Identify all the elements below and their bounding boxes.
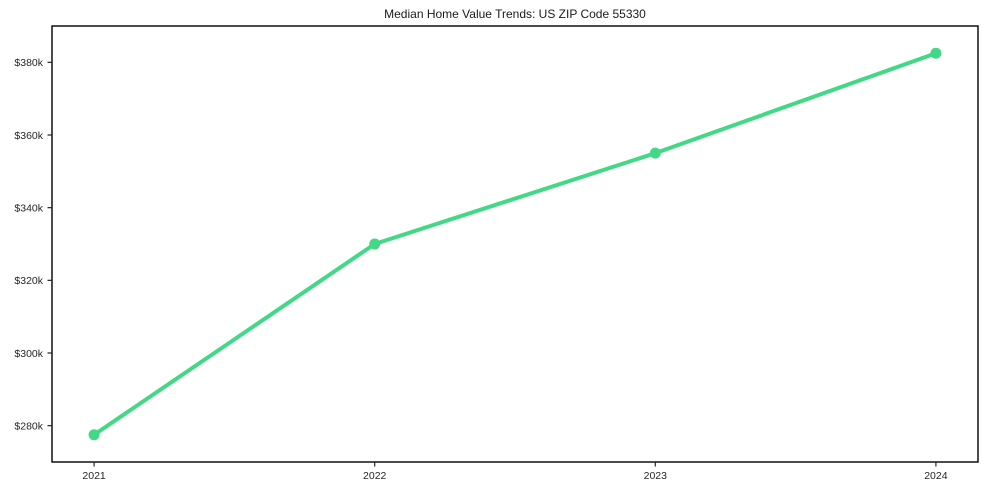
data-point-marker — [649, 147, 661, 159]
x-tick-label: 2021 — [82, 470, 106, 482]
data-line — [92, 51, 938, 437]
y-tick-label: $320k — [14, 275, 43, 287]
data-point-marker — [88, 429, 100, 441]
y-tick-label: $300k — [14, 348, 43, 360]
plot-frame — [51, 25, 979, 463]
y-tick-label: $340k — [14, 202, 43, 214]
x-tick-label: 2022 — [363, 470, 387, 482]
x-tick-label: 2024 — [924, 470, 948, 482]
data-point-marker — [930, 47, 942, 59]
y-tick-label: $380k — [14, 57, 43, 69]
x-tick-label: 2023 — [644, 470, 668, 482]
y-tick-label: $280k — [14, 420, 43, 432]
chart-title: Median Home Value Trends: US ZIP Code 55… — [384, 7, 646, 21]
y-tick-label: $360k — [14, 130, 43, 142]
data-point-marker — [369, 238, 381, 250]
